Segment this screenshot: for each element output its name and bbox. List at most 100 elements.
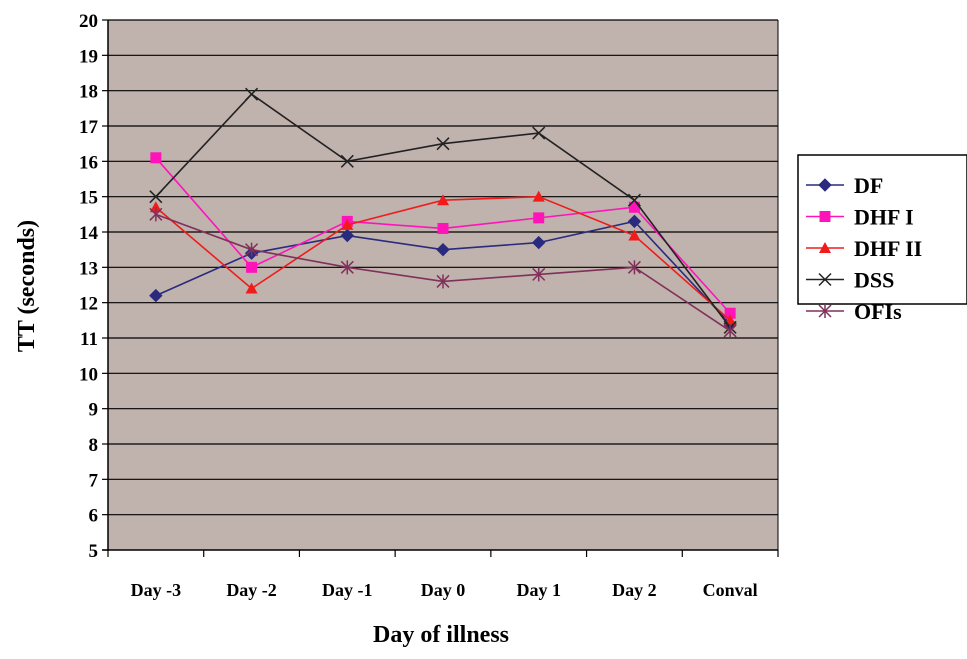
- x-tick-label: Day -3: [131, 580, 182, 600]
- data-point: [437, 194, 449, 206]
- x-marker-stroke: [818, 272, 832, 287]
- x-marker-stroke: [532, 126, 546, 140]
- data-point: [628, 201, 640, 213]
- x-marker-stroke: [627, 193, 641, 207]
- legend-label: DHF I: [854, 205, 914, 230]
- x-tick-label: Conval: [703, 580, 758, 600]
- square-marker: [437, 222, 449, 234]
- legend-item: DSS: [806, 268, 894, 293]
- y-axis-title: TT (seconds): [14, 220, 40, 352]
- x-tick-label: Day 0: [421, 580, 466, 600]
- triangle-marker: [341, 218, 354, 230]
- triangle-marker: [149, 201, 162, 213]
- triangle-marker: [819, 242, 831, 253]
- y-tick-label: 8: [89, 435, 99, 456]
- y-tick-label: 6: [89, 506, 99, 527]
- y-tick-label: 19: [79, 46, 98, 67]
- legend-label: DHF II: [854, 236, 922, 261]
- triangle-marker: [532, 190, 545, 202]
- diamond-marker: [340, 228, 354, 243]
- diamond-marker: [436, 242, 450, 257]
- data-point: [818, 272, 832, 287]
- triangle-marker: [628, 229, 641, 241]
- diamond-marker: [532, 235, 546, 250]
- x-tick-label: Day 2: [612, 580, 657, 600]
- data-point: [149, 201, 162, 213]
- x-marker-stroke: [245, 87, 259, 101]
- x-tick-label: Day -1: [322, 580, 373, 600]
- data-point: [149, 207, 163, 222]
- diamond-marker: [627, 214, 642, 229]
- y-tick-label: 7: [89, 470, 99, 491]
- x-tick-label: Day 1: [516, 580, 561, 600]
- axes: [102, 19, 779, 557]
- diamond-marker: [818, 178, 832, 192]
- triangle-marker: [437, 194, 449, 206]
- tick-labels: 5 6 7 8 9 10 11 12 13 14 15 16 17 18 19 20 Day -3 Day -2 D…: [79, 11, 758, 600]
- data-point: [628, 229, 641, 241]
- series-dss: [149, 87, 737, 334]
- data-point: [149, 190, 163, 204]
- data-point: [627, 193, 641, 207]
- x-axis-title: Day of illness: [373, 622, 509, 648]
- square-marker: [819, 211, 831, 222]
- triangle-marker: [245, 282, 258, 294]
- data-point: [341, 218, 354, 230]
- data-point: [150, 152, 162, 164]
- y-tick-label: 12: [79, 294, 98, 315]
- y-tick-label: 17: [79, 117, 99, 138]
- data-point: [532, 267, 546, 282]
- y-tick-label: 5: [89, 541, 99, 562]
- data-point: [437, 222, 449, 234]
- series-ofis: [149, 207, 737, 338]
- y-tick-label: 10: [79, 364, 98, 385]
- data-point: [818, 178, 832, 192]
- x-marker-stroke: [149, 190, 163, 204]
- square-marker: [150, 152, 162, 164]
- data-point: [532, 235, 546, 250]
- data-point: [533, 212, 545, 224]
- data-point: [340, 228, 354, 243]
- data-point: [819, 242, 831, 253]
- data-point: [532, 190, 545, 202]
- y-tick-label: 9: [89, 400, 99, 421]
- data-point: [818, 304, 832, 318]
- data-point: [246, 261, 258, 273]
- legend-item: OFIs: [806, 299, 902, 324]
- series-group: [149, 87, 737, 338]
- series-dhf-ii: [149, 190, 737, 326]
- data-point: [627, 260, 641, 275]
- data-point: [149, 288, 163, 303]
- square-marker: [628, 201, 640, 213]
- square-marker: [246, 261, 258, 273]
- legend-label: DF: [854, 173, 883, 198]
- x-marker-stroke: [340, 154, 354, 168]
- y-tick-label: 16: [79, 152, 98, 173]
- square-marker: [533, 212, 545, 224]
- legend: DF DHF I DHF II DSS OFIs: [797, 154, 967, 324]
- y-tick-label: 11: [80, 329, 98, 350]
- data-point: [340, 154, 354, 168]
- y-tick-label: 13: [79, 258, 98, 279]
- data-point: [723, 323, 737, 338]
- data-point: [436, 242, 450, 257]
- data-point: [436, 137, 450, 151]
- data-point: [245, 87, 259, 101]
- data-point: [724, 307, 736, 319]
- diamond-marker: [149, 288, 163, 303]
- legend-item: DHF II: [806, 236, 922, 261]
- data-point: [340, 260, 354, 275]
- x-marker-stroke: [436, 137, 450, 151]
- legend-label: DSS: [854, 268, 894, 293]
- data-point: [245, 282, 258, 294]
- y-tick-label: 14: [79, 223, 99, 244]
- x-tick-label: Day -2: [226, 580, 277, 600]
- data-point: [627, 214, 642, 229]
- legend-item: DF: [806, 173, 883, 198]
- y-tick-label: 15: [79, 188, 98, 209]
- y-tick-label: 20: [79, 11, 98, 32]
- legend-label: OFIs: [854, 299, 902, 324]
- data-point: [436, 274, 450, 289]
- square-marker: [724, 307, 736, 319]
